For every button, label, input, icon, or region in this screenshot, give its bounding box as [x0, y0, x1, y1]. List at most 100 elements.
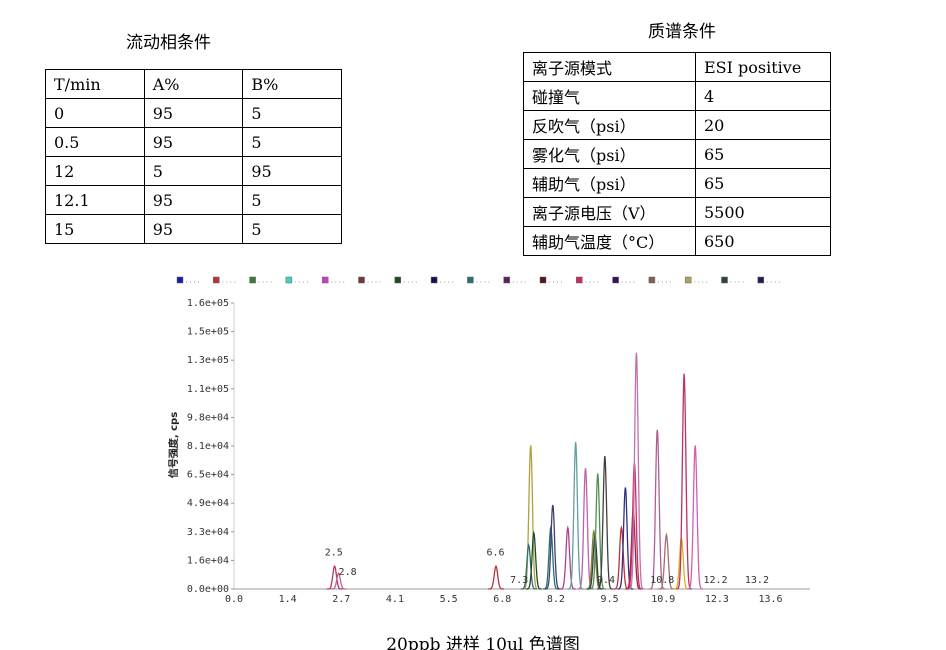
y-tick-label: 1.6e+04: [187, 555, 229, 566]
cell: 650: [695, 226, 831, 256]
peak-label: 2.5: [325, 548, 343, 559]
cell: 65: [695, 168, 831, 198]
chromatogram-peak: [649, 429, 666, 590]
cell: 95: [143, 98, 244, 128]
ms-conditions-table: 离子源模式 ESI positive 碰撞气 4 反吹气（psi） 20 雾化气（ps…: [523, 52, 831, 256]
legend-swatch: [285, 276, 293, 284]
cell: 5500: [695, 197, 831, 227]
legend-swatch: [648, 276, 656, 284]
table-row: 0.5 95 5: [45, 127, 342, 157]
chromatogram-peak: [628, 352, 645, 590]
table-row: 辅助气（psi） 65: [523, 168, 831, 198]
x-tick-label: 2.7: [332, 594, 350, 605]
peak-label: 7.3: [510, 575, 528, 586]
chromatogram-peak: [589, 473, 606, 590]
y-tick-label: 1.5e+05: [187, 327, 229, 338]
y-tick-label: 9.8e+04: [187, 412, 229, 423]
chromatogram-peak: [597, 455, 613, 590]
peak-label: 6.6: [486, 548, 504, 559]
y-axis-label: 信号强度, cps: [167, 412, 180, 478]
cell: 5: [242, 214, 342, 244]
chromatogram-peak: [326, 565, 343, 590]
y-tick-label: 1.1e+05: [187, 384, 229, 395]
x-tick-label: 1.4: [279, 594, 297, 605]
peak-label: 10.8: [650, 575, 674, 586]
cell: 雾化气（psi）: [523, 139, 696, 169]
cell: 碰撞气: [523, 81, 696, 111]
chromatogram-peak: [488, 565, 504, 590]
cell: 0: [45, 98, 145, 128]
cell: 95: [242, 156, 342, 186]
cell: 15: [45, 214, 145, 244]
chromatogram-chart: 信号强度, cps 0.0e+00 1.6e+04 3.3e+04 4.9e+04 6.…: [167, 276, 810, 605]
cell: 5: [242, 98, 342, 128]
table-header-row: T/min A% B%: [45, 69, 342, 99]
cell: 5: [242, 185, 342, 215]
x-tick-label: 9.5: [601, 594, 619, 605]
chromatogram-peak: [525, 530, 542, 590]
legend-swatch: [467, 276, 474, 284]
legend-swatch: [576, 276, 583, 284]
x-tick-label: 10.9: [651, 594, 675, 605]
axes: 0.0e+00 1.6e+04 3.3e+04 4.9e+04 6.5e+04 8.1e+…: [187, 298, 810, 605]
cell: 95: [143, 185, 244, 215]
cell: 离子源模式: [523, 52, 696, 82]
chromatogram-peak: [658, 532, 675, 590]
cell: ESI positive: [695, 52, 831, 82]
y-tick-label: 1.3e+05: [187, 355, 229, 366]
table-row: 12.1 95 5: [45, 185, 342, 215]
cell: 4: [695, 81, 831, 111]
legend-swatch: [757, 276, 765, 284]
chromatogram-peak: [687, 445, 704, 590]
mobile-phase-title: 流动相条件: [126, 33, 211, 53]
cell: 12: [45, 156, 145, 186]
cell: 5: [143, 156, 244, 186]
legend-swatch: [176, 276, 184, 284]
table-row: 雾化气（psi） 65: [523, 139, 831, 169]
header-cell: T/min: [45, 69, 145, 99]
cell: 5: [242, 127, 342, 157]
cell: 0.5: [45, 127, 145, 157]
x-tick-label: 4.1: [386, 594, 404, 605]
legend-swatch: [721, 276, 728, 284]
figure-caption: 20ppb 进样 10ul 色谱图: [386, 635, 580, 650]
chromatogram-peak: [330, 572, 347, 590]
header-cell: B%: [242, 69, 342, 99]
header-cell: A%: [143, 69, 244, 99]
peak-label: 9.4: [597, 575, 615, 586]
cell: 65: [695, 139, 831, 169]
legend-swatch: [612, 276, 619, 284]
y-tick-label: 1.6e+05: [187, 298, 229, 309]
legend-swatch: [358, 276, 365, 284]
peaks: [326, 352, 704, 590]
cell: 反吹气（psi）: [523, 110, 696, 140]
chromatogram-peak: [544, 504, 561, 590]
cell: 95: [143, 214, 244, 244]
cell: 离子源电压（V）: [523, 197, 696, 227]
peak-label: 12.2: [703, 575, 727, 586]
legend-swatch: [539, 276, 547, 284]
cell: 20: [695, 110, 831, 140]
x-tick-label: 13.6: [759, 594, 783, 605]
x-tick-label: 6.8: [493, 594, 511, 605]
y-tick-label: 0.0e+00: [187, 584, 229, 595]
table-row: 离子源电压（V） 5500: [523, 197, 831, 227]
chromatogram-peak: [559, 525, 576, 590]
cell: 辅助气温度（°C）: [523, 226, 696, 256]
y-tick-label: 8.1e+04: [187, 441, 229, 452]
legend: [176, 276, 780, 284]
y-tick-label: 6.5e+04: [187, 470, 229, 481]
mobile-phase-table: T/min A% B% 0 95 5 0.5 95 5 12 5 95 12.1 95 5 15…: [45, 69, 342, 244]
chromatogram-peak: [676, 373, 692, 590]
peak-label: 2.8: [339, 567, 357, 578]
cell: 12.1: [45, 185, 145, 215]
x-tick-label: 8.2: [547, 594, 565, 605]
ms-conditions-title: 质谱条件: [648, 22, 716, 42]
legend-swatch: [249, 276, 256, 284]
chromatogram-peak: [522, 445, 539, 590]
table-row: 辅助气温度（°C） 650: [523, 226, 831, 256]
table-row: 15 95 5: [45, 214, 342, 244]
y-tick-label: 3.3e+04: [187, 527, 229, 538]
legend-swatch: [321, 276, 329, 284]
